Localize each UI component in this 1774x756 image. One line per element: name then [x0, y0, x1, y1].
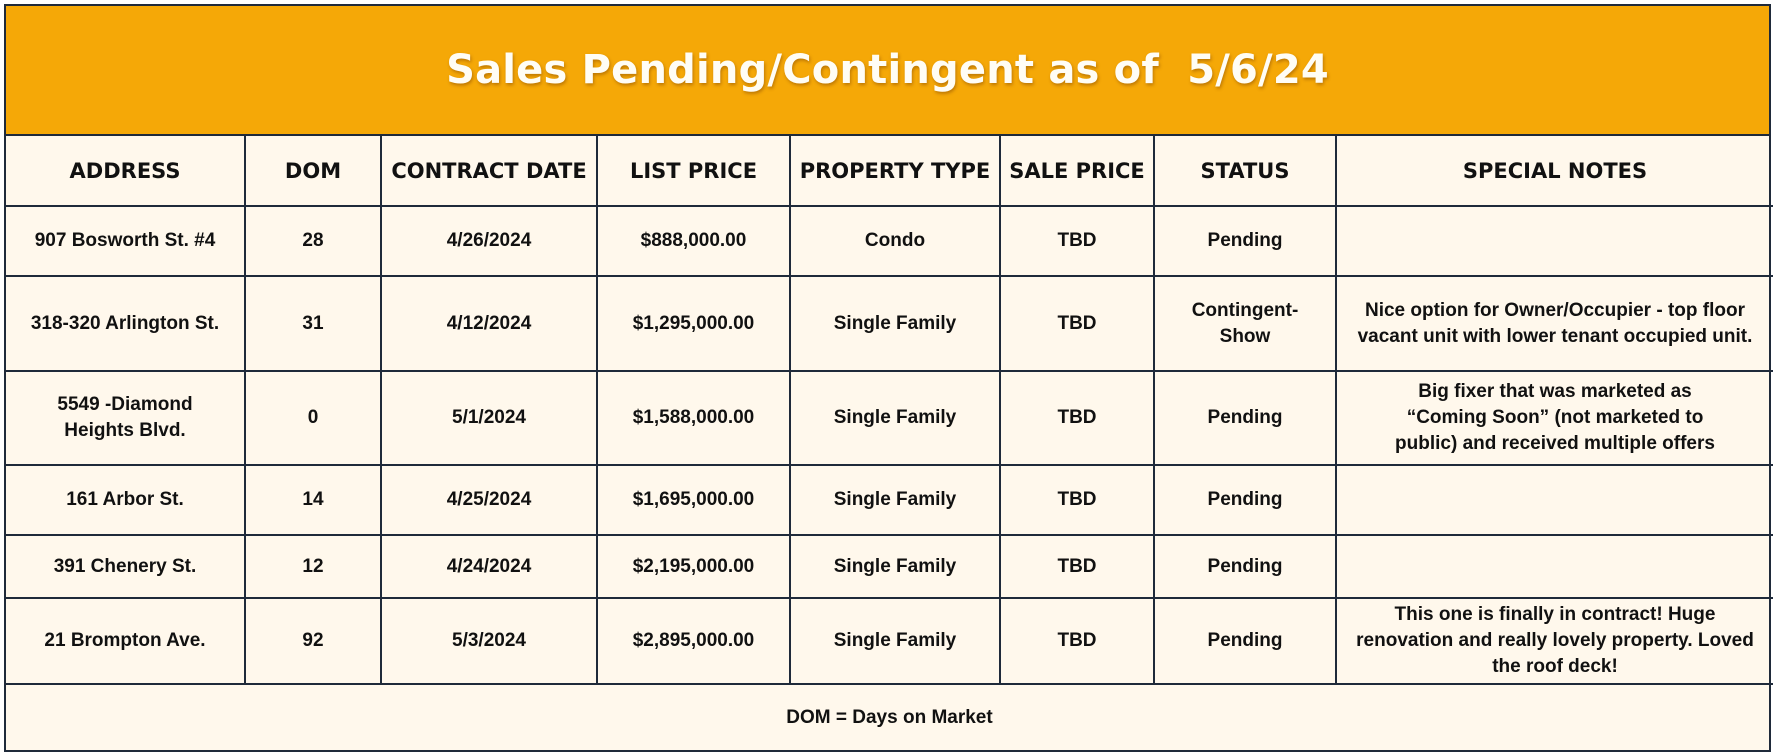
property-type-cell: Single Family: [789, 370, 1001, 466]
notes-text: Big fixer that was marketed as “Coming S…: [1395, 381, 1715, 454]
status-cell: Pending: [1153, 597, 1337, 685]
list-price-cell: $2,895,000.00: [596, 597, 791, 685]
list-price-cell: $1,588,000.00: [596, 370, 791, 466]
sales-sheet: Sales Pending/Contingent as of 5/6/24 AD…: [4, 4, 1773, 752]
contract-date-cell: 5/1/2024: [380, 370, 598, 466]
notes-text: This one is finally in contract! Huge re…: [1356, 604, 1754, 677]
table-row: 5549 -Diamond Heights Blvd. 0 5/1/2024 $…: [6, 370, 1773, 466]
address-cell: 907 Bosworth St. #4: [6, 205, 246, 277]
list-price-cell: $888,000.00: [596, 205, 791, 277]
col-header-list-price: LIST PRICE: [596, 136, 791, 207]
status-cell: Pending: [1153, 370, 1337, 466]
address-cell: 161 Arbor St.: [6, 464, 246, 536]
property-type-cell: Single Family: [789, 464, 1001, 536]
status-cell: Pending: [1153, 534, 1337, 599]
dom-cell: 12: [244, 534, 382, 599]
sale-price-cell: TBD: [999, 205, 1155, 277]
address-cell: 391 Chenery St.: [6, 534, 246, 599]
address-cell: 21 Brompton Ave.: [6, 597, 246, 685]
list-price-cell: $2,195,000.00: [596, 534, 791, 599]
col-header-address: ADDRESS: [6, 136, 246, 207]
table-row: 907 Bosworth St. #4 28 4/26/2024 $888,00…: [6, 205, 1773, 277]
notes-cell: This one is finally in contract! Huge re…: [1335, 597, 1773, 685]
sale-price-cell: TBD: [999, 464, 1155, 536]
col-header-status: STATUS: [1153, 136, 1337, 207]
address-cell: 318-320 Arlington St.: [6, 275, 246, 372]
notes-cell: [1335, 464, 1773, 536]
page-title: Sales Pending/Contingent as of 5/6/24: [446, 47, 1329, 93]
footer-row: DOM = Days on Market: [6, 683, 1773, 750]
notes-cell: Big fixer that was marketed as “Coming S…: [1335, 370, 1773, 466]
notes-cell: Nice option for Owner/Occupier - top flo…: [1335, 275, 1773, 372]
dom-legend: DOM = Days on Market: [6, 683, 1773, 750]
contract-date-cell: 4/12/2024: [380, 275, 598, 372]
notes-cell: [1335, 534, 1773, 599]
property-type-cell: Single Family: [789, 534, 1001, 599]
property-type-cell: Single Family: [789, 275, 1001, 372]
sales-table: ADDRESS DOM CONTRACT DATE LIST PRICE PRO…: [6, 136, 1773, 750]
col-header-special-notes: SPECIAL NOTES: [1335, 136, 1773, 207]
dom-cell: 28: [244, 205, 382, 277]
table-row: 318-320 Arlington St. 31 4/12/2024 $1,29…: [6, 275, 1773, 372]
contract-date-cell: 5/3/2024: [380, 597, 598, 685]
status-cell: Pending: [1153, 464, 1337, 536]
dom-cell: 0: [244, 370, 382, 466]
header-row: ADDRESS DOM CONTRACT DATE LIST PRICE PRO…: [6, 136, 1773, 207]
property-type-cell: Condo: [789, 205, 1001, 277]
col-header-dom: DOM: [244, 136, 382, 207]
table-row: 391 Chenery St. 12 4/24/2024 $2,195,000.…: [6, 534, 1773, 599]
notes-cell: [1335, 205, 1773, 277]
contract-date-cell: 4/26/2024: [380, 205, 598, 277]
contract-date-cell: 4/25/2024: [380, 464, 598, 536]
sale-price-cell: TBD: [999, 370, 1155, 466]
status-cell: Contingent- Show: [1153, 275, 1337, 372]
address-cell: 5549 -Diamond Heights Blvd.: [6, 370, 246, 466]
dom-cell: 31: [244, 275, 382, 372]
title-banner: Sales Pending/Contingent as of 5/6/24: [6, 6, 1769, 136]
col-header-contract-date: CONTRACT DATE: [380, 136, 598, 207]
dom-cell: 92: [244, 597, 382, 685]
list-price-cell: $1,295,000.00: [596, 275, 791, 372]
list-price-cell: $1,695,000.00: [596, 464, 791, 536]
sale-price-cell: TBD: [999, 275, 1155, 372]
table-row: 161 Arbor St. 14 4/25/2024 $1,695,000.00…: [6, 464, 1773, 536]
contract-date-cell: 4/24/2024: [380, 534, 598, 599]
property-type-cell: Single Family: [789, 597, 1001, 685]
address-text: 5549 -Diamond Heights Blvd.: [57, 394, 193, 441]
notes-text: Nice option for Owner/Occupier - top flo…: [1357, 299, 1753, 347]
col-header-sale-price: SALE PRICE: [999, 136, 1155, 207]
status-cell: Pending: [1153, 205, 1337, 277]
sale-price-cell: TBD: [999, 597, 1155, 685]
table-row: 21 Brompton Ave. 92 5/3/2024 $2,895,000.…: [6, 597, 1773, 685]
status-text: Contingent- Show: [1191, 299, 1299, 347]
sale-price-cell: TBD: [999, 534, 1155, 599]
dom-cell: 14: [244, 464, 382, 536]
col-header-property-type: PROPERTY TYPE: [789, 136, 1001, 207]
